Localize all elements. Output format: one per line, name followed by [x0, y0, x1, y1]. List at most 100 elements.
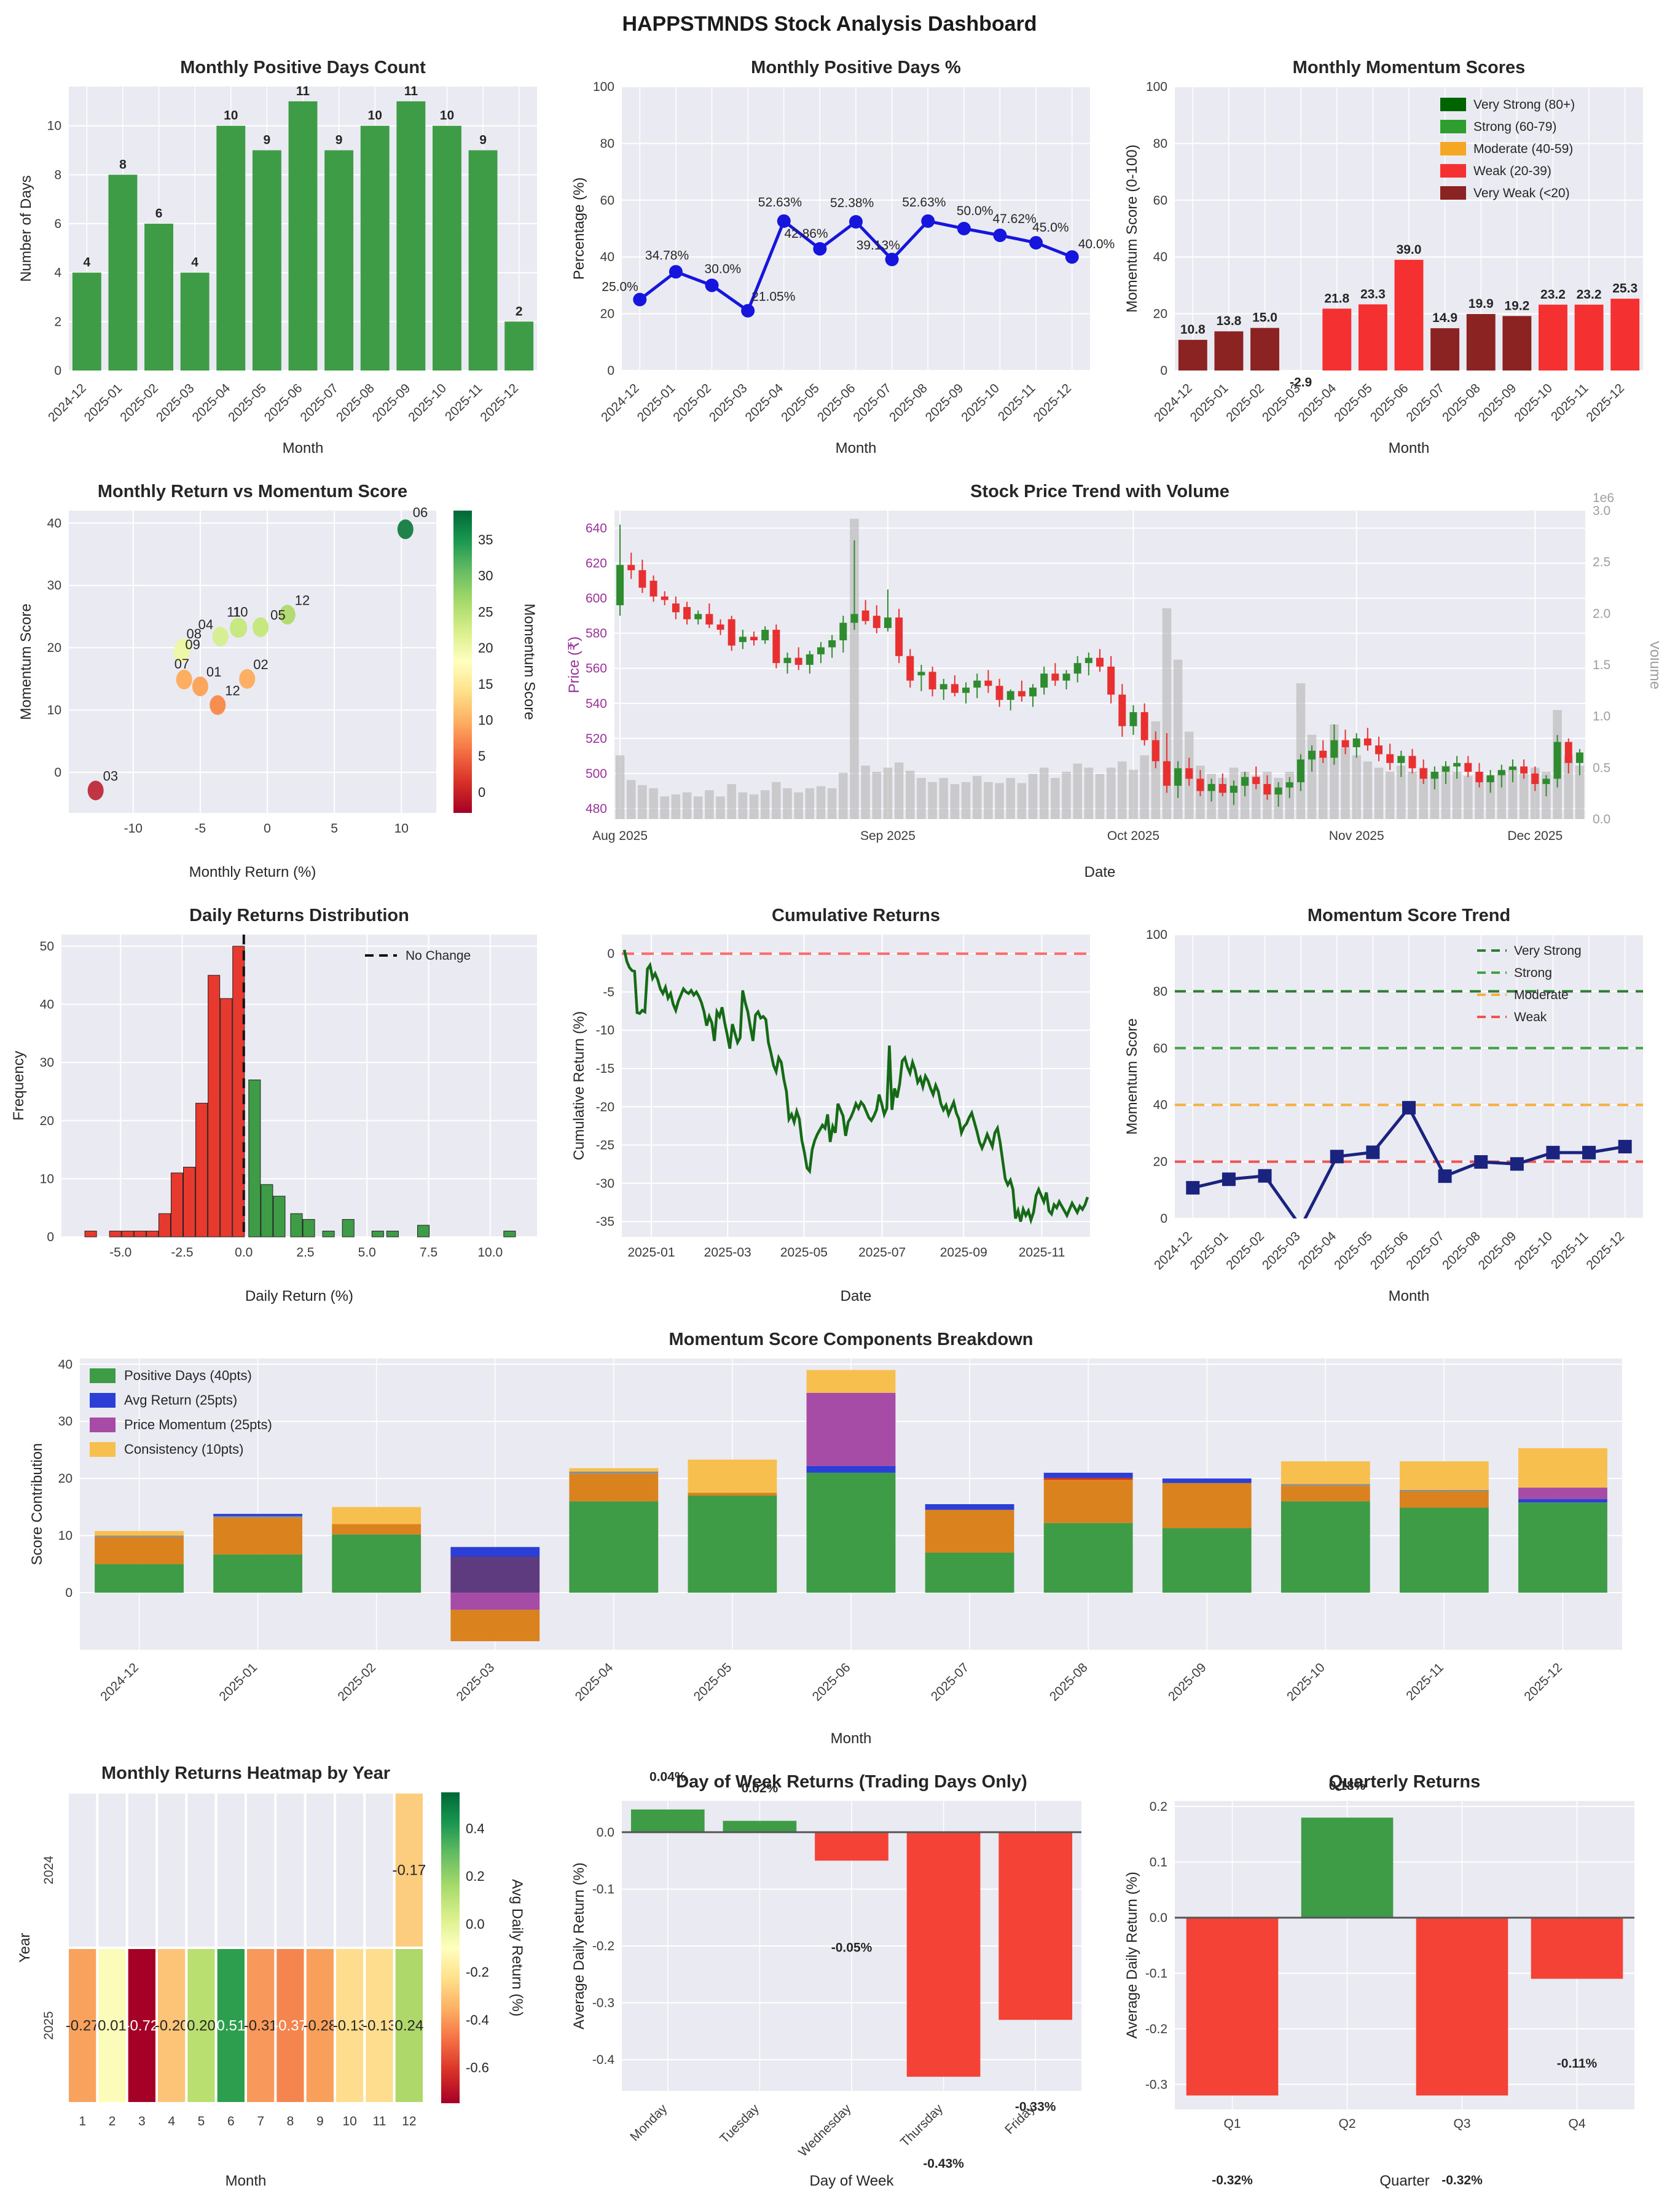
svg-text:560: 560: [586, 662, 607, 676]
heatmap-cell: [125, 1791, 159, 1949]
svg-text:2025-09: 2025-09: [940, 1245, 987, 1260]
svg-text:11: 11: [373, 2114, 386, 2128]
stack-segment: [213, 1554, 303, 1593]
svg-text:0: 0: [607, 364, 614, 378]
line-series: [1186, 1100, 1632, 1218]
svg-text:-0.27: -0.27: [66, 2018, 100, 2034]
svg-text:10: 10: [478, 713, 493, 728]
svg-text:2025-07: 2025-07: [1403, 1229, 1447, 1273]
y-axis-label: Number of Days: [18, 175, 34, 281]
svg-text:-20: -20: [596, 1100, 614, 1114]
svg-text:2025-11: 2025-11: [1019, 1245, 1065, 1260]
svg-text:2025-04: 2025-04: [190, 381, 233, 425]
svg-text:2025-01: 2025-01: [1188, 1229, 1231, 1273]
stack-segment: [1399, 1489, 1489, 1492]
point-label: 10: [233, 605, 248, 620]
stack-segment: [1399, 1507, 1489, 1593]
svg-text:5: 5: [331, 822, 338, 836]
svg-text:-0.3: -0.3: [592, 1996, 614, 2010]
svg-text:2025-10: 2025-10: [959, 381, 1002, 425]
svg-text:2025-03: 2025-03: [454, 1660, 498, 1704]
heatmap-svg: Monthly Returns Heatmap by Year Month Year…: [17, 1763, 525, 2189]
stack-segment: [95, 1531, 184, 1536]
svg-text:0.0: 0.0: [1593, 812, 1610, 826]
bar: [815, 1832, 888, 1861]
scatter-point: [173, 643, 190, 663]
bar-value-label: 10: [224, 109, 238, 123]
svg-text:-0.13: -0.13: [333, 2018, 367, 2034]
svg-text:20: 20: [40, 1114, 54, 1128]
stack-segment: [569, 1472, 659, 1474]
svg-text:0.5: 0.5: [1593, 761, 1610, 775]
svg-text:1.0: 1.0: [1593, 710, 1610, 724]
svg-text:2025-12: 2025-12: [1030, 381, 1074, 425]
heatmap-cell: [363, 1791, 396, 1949]
svg-text:Aug 2025: Aug 2025: [592, 829, 648, 843]
heatmap-cell: [96, 1947, 128, 2104]
stack-segment: [569, 1501, 659, 1593]
svg-text:2025-02: 2025-02: [1223, 1229, 1267, 1273]
svg-text:2.0: 2.0: [1593, 606, 1610, 621]
svg-text:100: 100: [1146, 80, 1167, 94]
chart-title: Stock Price Trend with Volume: [970, 482, 1230, 501]
svg-text:-5: -5: [195, 822, 206, 836]
svg-text:2025-01: 2025-01: [627, 1245, 675, 1260]
svg-text:0.0: 0.0: [235, 1245, 253, 1260]
chart-cumulative-returns: Cumulative Returns Date Cumulative Return …: [553, 887, 1106, 1311]
svg-text:12: 12: [402, 2114, 416, 2128]
svg-text:-0.20: -0.20: [155, 2018, 189, 2034]
point-label: 47.62%: [992, 212, 1036, 226]
bar-value-label: 23.2: [1577, 288, 1602, 302]
point-label: 03: [103, 768, 118, 783]
svg-text:0: 0: [1160, 364, 1167, 378]
stack-segment: [1399, 1491, 1489, 1508]
chart-title: Monthly Momentum Scores: [1293, 58, 1526, 77]
svg-text:2025-08: 2025-08: [1047, 1660, 1091, 1704]
x-axis-label: Month: [1389, 440, 1430, 457]
svg-text:40: 40: [1153, 1098, 1167, 1112]
heatmap-cell: [245, 1791, 277, 1949]
point-label: 06: [413, 504, 428, 520]
svg-text:30: 30: [47, 579, 61, 593]
point-label: 52.38%: [830, 196, 874, 210]
bar-value-label: 10: [368, 109, 382, 123]
svg-text:20: 20: [478, 640, 493, 656]
stack-segment: [450, 1593, 540, 1610]
stack-segment: [925, 1504, 1014, 1510]
svg-text:-0.28: -0.28: [303, 2018, 337, 2034]
point-label: 04: [198, 617, 213, 632]
svg-text:0.2: 0.2: [1150, 1800, 1167, 1814]
stack-segment: [1281, 1461, 1370, 1484]
stack-segment: [925, 1553, 1014, 1593]
heatmap-cell: [185, 1791, 218, 1949]
point-label: 52.63%: [758, 195, 802, 210]
bar-value-label: -0.43%: [923, 2157, 964, 2171]
svg-text:30: 30: [58, 1414, 73, 1429]
svg-text:60: 60: [1153, 194, 1167, 208]
svg-text:10: 10: [394, 822, 409, 836]
scatter-point: [87, 780, 104, 801]
bar: [1610, 299, 1640, 371]
svg-text:-0.4: -0.4: [466, 2012, 489, 2028]
x-axis-label: Month: [1389, 1288, 1430, 1304]
row-4: Momentum Score Components Breakdown Month…: [0, 1311, 1659, 1753]
bars: [72, 101, 534, 371]
svg-text:-5.0: -5.0: [109, 1245, 131, 1260]
chart-title: Momentum Score Components Breakdown: [669, 1330, 1033, 1349]
svg-text:7: 7: [257, 2114, 264, 2128]
x-axis-label: Monthly Return (%): [189, 864, 316, 880]
svg-text:Very Strong: Very Strong: [1514, 944, 1582, 958]
stack-segment: [1281, 1484, 1370, 1486]
scatter-point: [192, 677, 208, 697]
colorbar-label: Momentum Score: [521, 603, 538, 720]
svg-text:-0.1: -0.1: [592, 1882, 614, 1896]
mombars-svg: Monthly Momentum Scores Month Momentum Sco…: [1124, 58, 1643, 457]
svg-text:-35: -35: [596, 1215, 614, 1229]
components-svg: Momentum Score Components Breakdown Month…: [29, 1330, 1622, 1747]
point-label: 30.0%: [705, 262, 742, 276]
chart-title: Cumulative Returns: [772, 906, 940, 925]
bar: [1322, 308, 1352, 371]
svg-text:2025-10: 2025-10: [1512, 381, 1555, 425]
legend: Very Strong (80+) Strong (60-79) Moderate …: [1440, 98, 1575, 200]
svg-text:2025-07: 2025-07: [1403, 381, 1447, 425]
